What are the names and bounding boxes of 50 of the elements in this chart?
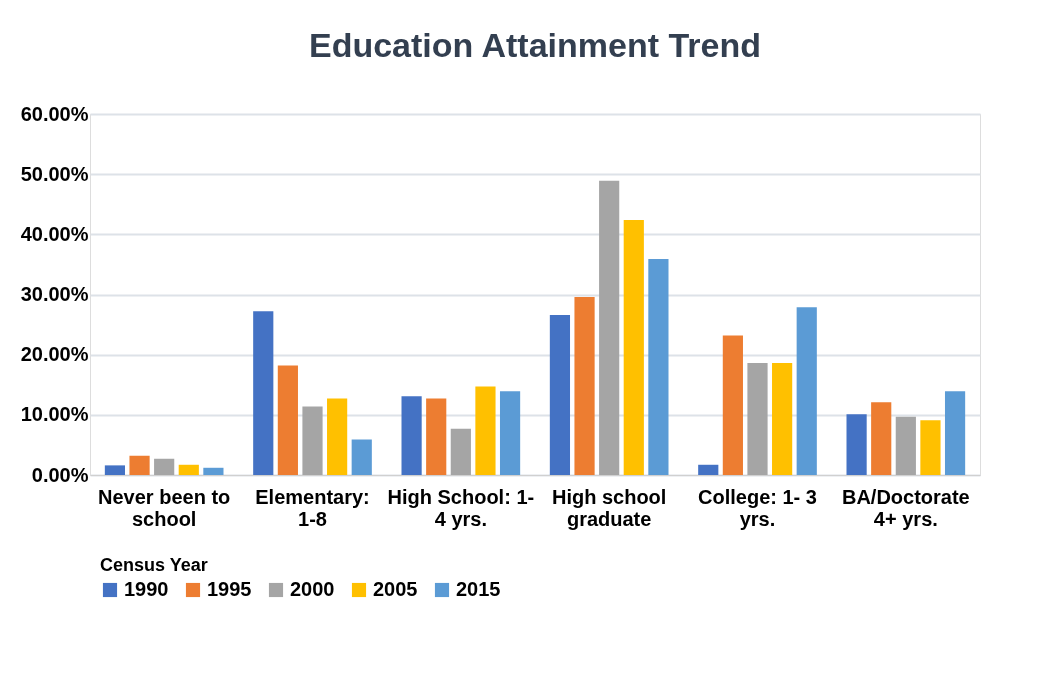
bar [574,296,595,475]
chart-title: Education Attainment Trend [308,26,762,64]
x-tick-label: High School: 1- 4 yrs. [387,485,535,530]
y-tick-label: 50.00% [20,162,89,185]
legend-label: 1990 [124,578,169,600]
bar [944,391,966,475]
bar [450,428,471,475]
bar [129,455,150,475]
bar [623,219,644,475]
x-tick-label: Elementary: 1-8 [255,485,370,530]
bar [203,467,224,475]
bar [895,416,916,475]
x-tick-label: High school graduate [551,485,667,530]
y-tick-label: 40.00% [20,222,89,245]
bar [599,180,620,475]
legend-title: Census Year [100,555,208,575]
legend-label: 2005 [373,578,418,600]
y-tick-label: 10.00% [20,403,89,426]
bar [426,398,447,475]
bar [920,420,941,475]
bar [772,363,793,475]
legend-label: 2000 [290,578,335,600]
y-tick-label: 30.00% [20,283,89,305]
y-tick-label: 20.00% [20,343,89,366]
bar [104,465,126,475]
x-tick-label: Never been to school [98,485,231,530]
bar [253,311,274,475]
bar [549,314,571,475]
bar [846,414,867,475]
legend-label: 1995 [207,578,252,600]
x-tick-label: BA/Doctorate 4+ yrs. [841,485,970,530]
bar [648,259,669,475]
bar [327,398,348,475]
bar [722,335,743,475]
bar [499,391,521,475]
bar [277,365,298,475]
bar [154,458,175,475]
bar [698,464,719,475]
bar [747,363,768,475]
x-tick-label: College: 1- 3 yrs. [698,485,817,530]
bar [475,386,496,475]
bar [796,307,817,475]
bar [871,402,892,475]
y-tick-label: 60.00% [20,102,89,125]
legend-label: 2015 [456,578,501,600]
bar [401,396,422,475]
bar [302,406,323,475]
bar [351,439,372,475]
y-tick-label: 0.00% [31,463,89,486]
bar [178,464,199,475]
